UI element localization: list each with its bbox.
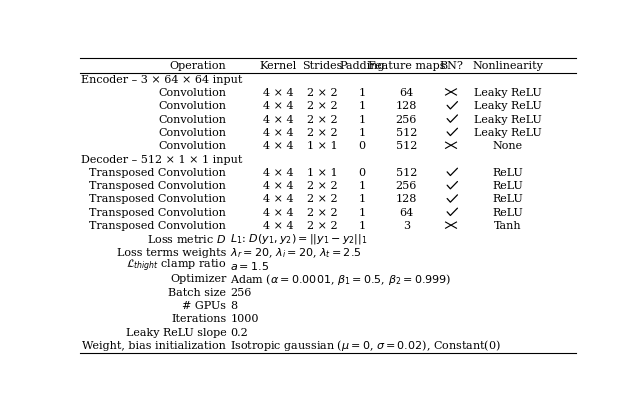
Text: 0: 0: [358, 167, 365, 177]
Text: 2 × 2: 2 × 2: [307, 194, 337, 204]
Text: $\mathcal{L}_{thight}$ clamp ratio: $\mathcal{L}_{thight}$ clamp ratio: [126, 257, 227, 274]
Text: Leaky ReLU: Leaky ReLU: [474, 101, 541, 111]
Text: 128: 128: [396, 194, 417, 204]
Text: Tanh: Tanh: [493, 221, 522, 230]
Text: Operation: Operation: [170, 61, 227, 71]
Text: 4 × 4: 4 × 4: [263, 167, 294, 177]
Text: 2 × 2: 2 × 2: [307, 88, 337, 98]
Text: Transposed Convolution: Transposed Convolution: [90, 207, 227, 217]
Text: BN?: BN?: [439, 61, 463, 71]
Text: 1: 1: [358, 194, 365, 204]
Text: 512: 512: [396, 128, 417, 138]
Text: Weight, bias initialization: Weight, bias initialization: [83, 340, 227, 350]
Text: 3: 3: [403, 221, 410, 230]
Text: $L_1$: $D(y_1,y_2) = ||y_1 - y_2||_1$: $L_1$: $D(y_1,y_2) = ||y_1 - y_2||_1$: [230, 232, 368, 246]
Text: Convolution: Convolution: [158, 88, 227, 98]
Text: 0.2: 0.2: [230, 327, 248, 337]
Text: Convolution: Convolution: [158, 128, 227, 138]
Text: Transposed Convolution: Transposed Convolution: [90, 221, 227, 230]
Text: Padding: Padding: [339, 61, 385, 71]
Text: 1000: 1000: [230, 313, 259, 324]
Text: ReLU: ReLU: [492, 181, 523, 191]
Text: None: None: [493, 141, 523, 151]
Text: 2 × 2: 2 × 2: [307, 207, 337, 217]
Text: Feature maps: Feature maps: [367, 61, 445, 71]
Text: 1: 1: [358, 221, 365, 230]
Text: 256: 256: [396, 181, 417, 191]
Text: Encoder – 3 × 64 × 64 input: Encoder – 3 × 64 × 64 input: [81, 75, 243, 84]
Text: $\lambda_r = 20$, $\lambda_i = 20$, $\lambda_t = 2.5$: $\lambda_r = 20$, $\lambda_i = 20$, $\la…: [230, 245, 362, 259]
Text: ReLU: ReLU: [492, 207, 523, 217]
Text: Strides: Strides: [302, 61, 342, 71]
Text: # GPUs: # GPUs: [182, 300, 227, 310]
Text: Leaky ReLU slope: Leaky ReLU slope: [125, 327, 227, 337]
Text: 4 × 4: 4 × 4: [263, 207, 294, 217]
Text: 4 × 4: 4 × 4: [263, 194, 294, 204]
Text: Convolution: Convolution: [158, 141, 227, 151]
Text: 8: 8: [230, 300, 237, 310]
Text: 1: 1: [358, 181, 365, 191]
Text: Iterations: Iterations: [171, 313, 227, 324]
Text: Optimizer: Optimizer: [170, 274, 227, 284]
Text: 2 × 2: 2 × 2: [307, 128, 337, 138]
Text: 1: 1: [358, 114, 365, 124]
Text: 2 × 2: 2 × 2: [307, 114, 337, 124]
Text: Loss terms weights: Loss terms weights: [117, 247, 227, 257]
Text: 2 × 2: 2 × 2: [307, 101, 337, 111]
Text: Leaky ReLU: Leaky ReLU: [474, 114, 541, 124]
Text: Batch size: Batch size: [168, 287, 227, 297]
Text: 1 × 1: 1 × 1: [307, 141, 337, 151]
Text: 1: 1: [358, 128, 365, 138]
Text: ReLU: ReLU: [492, 167, 523, 177]
Text: Loss metric $D$: Loss metric $D$: [147, 233, 227, 245]
Text: Transposed Convolution: Transposed Convolution: [90, 181, 227, 191]
Text: 4 × 4: 4 × 4: [263, 181, 294, 191]
Text: Decoder – 512 × 1 × 1 input: Decoder – 512 × 1 × 1 input: [81, 154, 243, 164]
Text: 1 × 1: 1 × 1: [307, 167, 337, 177]
Text: 4 × 4: 4 × 4: [263, 141, 294, 151]
Text: Isotropic gaussian ($\mu = 0$, $\sigma = 0.02$), Constant(0): Isotropic gaussian ($\mu = 0$, $\sigma =…: [230, 338, 501, 353]
Text: 512: 512: [396, 167, 417, 177]
Text: Convolution: Convolution: [158, 114, 227, 124]
Text: 4 × 4: 4 × 4: [263, 101, 294, 111]
Text: Leaky ReLU: Leaky ReLU: [474, 88, 541, 98]
Text: 64: 64: [399, 207, 413, 217]
Text: 128: 128: [396, 101, 417, 111]
Text: 4 × 4: 4 × 4: [263, 88, 294, 98]
Text: 2 × 2: 2 × 2: [307, 181, 337, 191]
Text: $a = 1.5$: $a = 1.5$: [230, 260, 269, 271]
Text: Kernel: Kernel: [260, 61, 297, 71]
Text: 4 × 4: 4 × 4: [263, 114, 294, 124]
Text: 0: 0: [358, 141, 365, 151]
Text: Convolution: Convolution: [158, 101, 227, 111]
Text: 64: 64: [399, 88, 413, 98]
Text: Nonlinearity: Nonlinearity: [472, 61, 543, 71]
Text: Adam ($\alpha = 0.0001$, $\beta_1 = 0.5$, $\beta_2 = 0.999$): Adam ($\alpha = 0.0001$, $\beta_1 = 0.5$…: [230, 271, 452, 286]
Text: 256: 256: [230, 287, 252, 297]
Text: 256: 256: [396, 114, 417, 124]
Text: Transposed Convolution: Transposed Convolution: [90, 167, 227, 177]
Text: Leaky ReLU: Leaky ReLU: [474, 128, 541, 138]
Text: 1: 1: [358, 207, 365, 217]
Text: 4 × 4: 4 × 4: [263, 221, 294, 230]
Text: 2 × 2: 2 × 2: [307, 221, 337, 230]
Text: 4 × 4: 4 × 4: [263, 128, 294, 138]
Text: ReLU: ReLU: [492, 194, 523, 204]
Text: 1: 1: [358, 88, 365, 98]
Text: 1: 1: [358, 101, 365, 111]
Text: 512: 512: [396, 141, 417, 151]
Text: Transposed Convolution: Transposed Convolution: [90, 194, 227, 204]
